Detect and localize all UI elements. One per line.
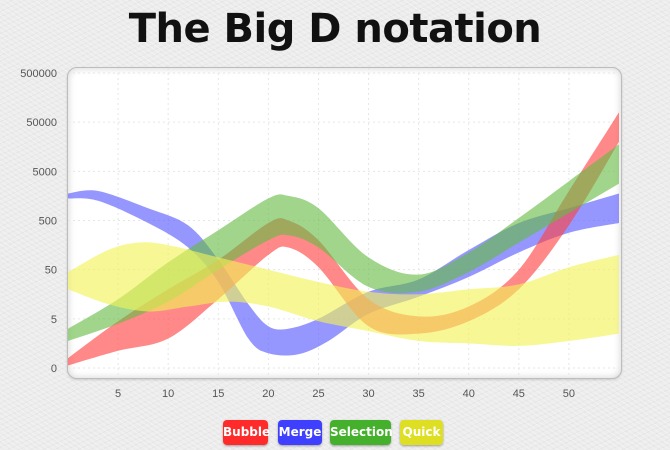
legend-button-quick[interactable]: Quick	[400, 420, 443, 445]
y-tick-label: 5000	[33, 166, 57, 178]
series-layer	[68, 112, 619, 366]
x-tick-label: 35	[413, 388, 425, 400]
x-tick-label: 25	[312, 388, 324, 400]
x-tick-label: 5	[115, 388, 121, 400]
x-tick-label: 15	[212, 388, 224, 400]
legend-button-selection[interactable]: Selection	[330, 420, 393, 445]
y-tick-label: 50000	[26, 117, 57, 129]
y-axis: 0 5 50 500 5000 50000 500000	[20, 68, 57, 375]
chart-svg: 0 5 50 500 5000 50000 500000 5 10 15 20 25 30 35 40 45…	[20, 68, 619, 400]
legend-button-bubble[interactable]: Bubble	[223, 420, 270, 445]
y-tick-label: 500000	[20, 68, 57, 80]
series-band-quick	[68, 242, 619, 346]
x-tick-label: 50	[563, 388, 575, 400]
x-tick-label: 40	[463, 388, 475, 400]
y-tick-label: 0	[51, 363, 57, 375]
y-tick-label: 500	[39, 216, 57, 228]
y-tick-label: 5	[51, 314, 57, 326]
x-tick-label: 45	[513, 388, 525, 400]
legend-button-merge[interactable]: Merge	[278, 420, 322, 445]
y-tick-label: 50	[45, 265, 57, 277]
chart-title: The Big D notation	[128, 6, 542, 52]
x-tick-label: 10	[162, 388, 174, 400]
x-axis: 5 10 15 20 25 30 35 40 45 50	[115, 388, 575, 400]
legend: Bubble Merge Selection Quick	[0, 420, 670, 446]
x-tick-label: 20	[262, 388, 274, 400]
x-tick-label: 30	[362, 388, 374, 400]
series-band-selection	[68, 144, 619, 341]
